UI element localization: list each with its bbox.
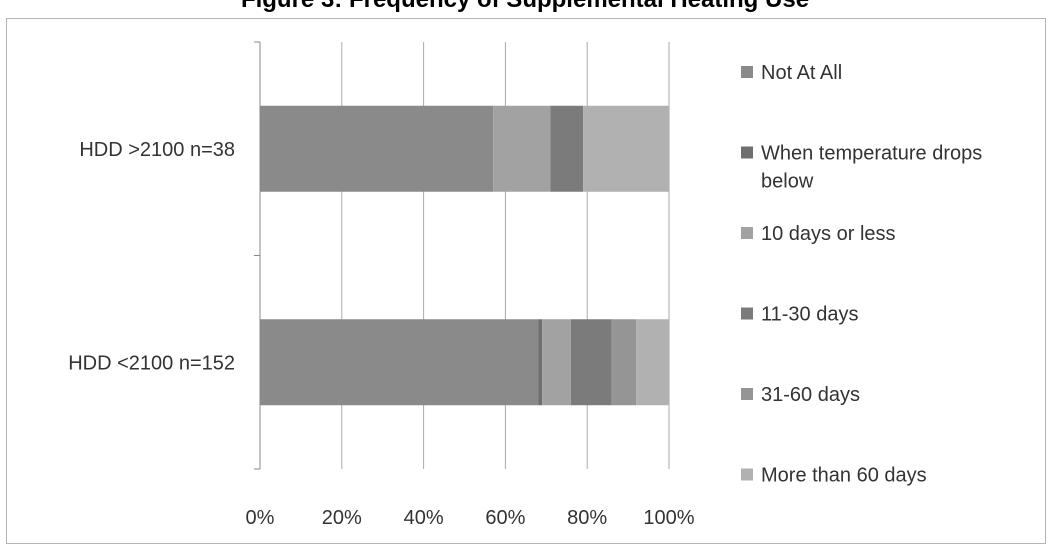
bar-10-days-or-less-2 [542,319,571,406]
x-tick-label-0: 0% [246,507,275,529]
x-tick-label-100: 100% [643,507,694,529]
labels: 0% 20% 40% 60% 80% 100% HDD >2100 n=38 HDD <210… [68,139,695,529]
legend-swatch-10-days-or-less [741,227,753,239]
legend-label-31-60-days: 31-60 days [761,384,860,406]
x-tick-label-20: 20% [322,507,362,529]
legend-label-10-days-or-less: 10 days or less [761,223,896,245]
legend-swatch-31-60-days [741,388,753,400]
legend-swatch-more-than-60-days [741,468,753,481]
bar-more-than-60-days-2 [636,319,669,406]
x-tick-label-40: 40% [404,507,444,529]
legend-label-11-30-days: 11-30 days [761,304,858,326]
x-tick-label-80: 80% [567,507,607,529]
legend-label-more-than-60-days: More than 60 days [761,465,927,487]
x-tick-label-60: 60% [485,507,525,529]
legend-swatch-when-temperature-drops-below [741,146,753,159]
bar-10-days-or-less-1 [493,105,551,192]
bars [260,105,669,406]
bar-11-30-days-2 [570,319,612,406]
legend-label-not-at-all: Not At All [761,62,842,84]
category-label-2: HDD <2100 n=152 [68,352,235,374]
bar-31-60-days-2 [611,319,637,406]
bar-when-temperature-drops-below-2 [538,319,543,406]
legend-label-when-temperature-drops-below: When temperature drops below [761,143,982,193]
bar-not-at-all-2 [260,319,539,406]
legend: Not At All When temperature drops below 10 … [741,62,982,487]
bar-11-30-days-1 [550,105,584,192]
axes [254,41,261,470]
bar-not-at-all-1 [260,105,494,192]
legend-swatch-11-30-days [741,307,753,320]
chart-frame [6,18,1046,544]
legend-swatch-not-at-all [741,66,753,78]
bar-more-than-60-days-1 [583,105,669,192]
category-label-1: HDD >2100 n=38 [79,139,235,161]
chart-title: Figure 3: Frequency of Supplemental Heat… [0,0,1050,14]
